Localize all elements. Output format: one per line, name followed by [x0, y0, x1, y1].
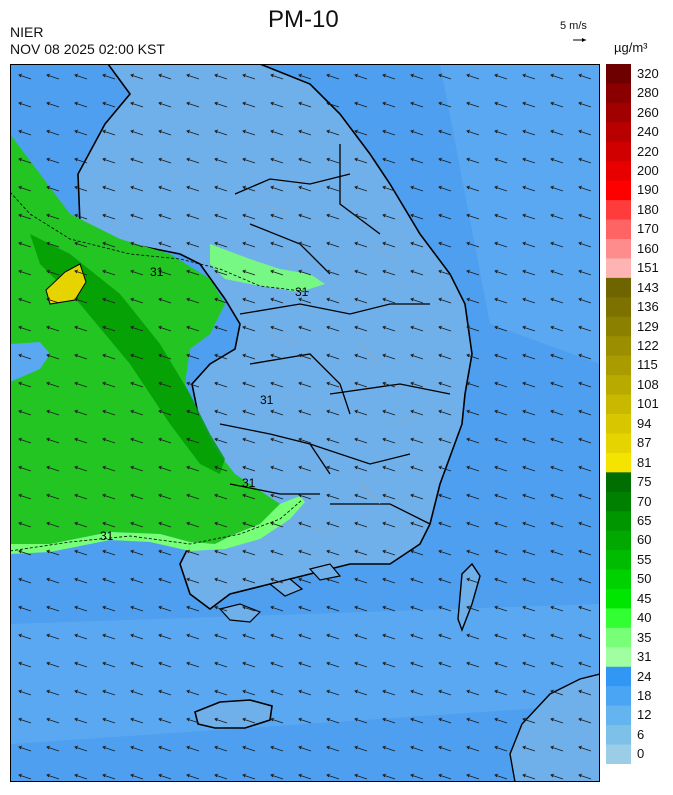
legend-tick-label: 136	[637, 299, 659, 315]
legend-swatch	[606, 316, 631, 337]
legend-swatch	[606, 725, 631, 746]
legend-swatch	[606, 452, 631, 473]
legend-tick-label: 6	[637, 726, 645, 742]
timestamp-label: NOV 08 2025 02:00 KST	[10, 41, 165, 57]
legend-swatch	[606, 550, 631, 571]
legend-tick-label: 170	[637, 221, 659, 237]
legend-swatch	[606, 64, 631, 84]
legend-swatch	[606, 569, 631, 590]
legend-swatch	[606, 200, 631, 221]
contour-label-west: 31	[100, 529, 114, 543]
legend-swatch	[606, 83, 631, 104]
pm10-map: 31 31 31 31 31	[10, 64, 600, 782]
legend-swatch	[606, 336, 631, 357]
legend-tick-label: 143	[637, 279, 659, 295]
legend-tick-label: 55	[637, 551, 652, 567]
legend-swatch	[606, 608, 631, 629]
legend-tick-label: 35	[637, 629, 652, 645]
legend-swatch	[606, 180, 631, 201]
legend-tick-label: 108	[637, 376, 659, 392]
legend-tick-label: 12	[637, 707, 652, 723]
legend-swatch	[606, 705, 631, 726]
legend-swatch	[606, 375, 631, 396]
legend-tick-label: 81	[637, 454, 652, 470]
legend-tick-label: 180	[637, 201, 659, 217]
color-legend	[606, 64, 631, 764]
legend-swatch	[606, 102, 631, 123]
legend-swatch	[606, 530, 631, 551]
legend-tick-label: 94	[637, 415, 652, 431]
legend-tick-label: 122	[637, 337, 659, 353]
legend-swatch	[606, 666, 631, 687]
legend-swatch	[606, 647, 631, 668]
wind-scale-arrow-icon	[573, 38, 586, 42]
legend-tick-label: 220	[637, 143, 659, 159]
contour-label-mid: 31	[295, 285, 309, 299]
legend-swatch	[606, 394, 631, 415]
legend-tick-label: 160	[637, 240, 659, 256]
legend-tick-label: 31	[637, 649, 652, 665]
legend-tick-label: 70	[637, 493, 652, 509]
legend-tick-label: 60	[637, 532, 652, 548]
legend-tick-label: 45	[637, 590, 652, 606]
legend-tick-label: 18	[637, 687, 652, 703]
legend-swatch	[606, 414, 631, 434]
legend-tick-label: 280	[637, 85, 659, 101]
legend-swatch	[606, 277, 631, 298]
legend-swatch	[606, 219, 631, 240]
legend-tick-label: 0	[637, 746, 645, 762]
map-frame	[10, 64, 600, 782]
legend-tick-label: 200	[637, 162, 659, 178]
legend-swatch	[606, 433, 631, 454]
legend-swatch	[606, 744, 631, 764]
map-title: PM-10	[268, 6, 339, 33]
legend-tick-label: 240	[637, 124, 659, 140]
legend-swatch	[606, 258, 631, 279]
organization-label: NIER	[10, 24, 44, 40]
legend-swatch	[606, 491, 631, 512]
legend-swatch	[606, 297, 631, 318]
legend-swatch	[606, 472, 631, 493]
legend-tick-label: 115	[637, 357, 658, 373]
legend-swatch	[606, 686, 631, 707]
legend-swatch	[606, 589, 631, 609]
legend-tick-label: 190	[637, 182, 659, 198]
legend-tick-label: 260	[637, 104, 659, 120]
legend-tick-label: 40	[637, 610, 652, 626]
legend-swatch	[606, 239, 631, 259]
legend-tick-label: 87	[637, 435, 652, 451]
legend-swatch	[606, 161, 631, 182]
legend-tick-label: 101	[637, 396, 659, 412]
legend-swatch	[606, 511, 631, 532]
legend-tick-label: 24	[637, 668, 652, 684]
contour-label-south: 31	[242, 476, 256, 490]
legend-swatch	[606, 627, 631, 648]
legend-tick-label: 129	[637, 318, 659, 334]
legend-tick-label: 65	[637, 512, 652, 528]
legend-tick-label: 151	[637, 260, 659, 276]
legend-tick-label: 320	[637, 65, 659, 81]
legend-tick-label: 75	[637, 474, 652, 490]
wind-scale-label: 5 m/s	[560, 20, 587, 32]
legend-swatch	[606, 141, 631, 162]
contour-label-east: 31	[260, 393, 274, 407]
legend-tick-label: 50	[637, 571, 652, 587]
unit-label: µg/m³	[614, 40, 648, 55]
legend-swatch	[606, 122, 631, 143]
wind-vector-field	[10, 64, 600, 782]
contour-label-north: 31	[150, 265, 164, 279]
legend-swatch	[606, 355, 631, 376]
